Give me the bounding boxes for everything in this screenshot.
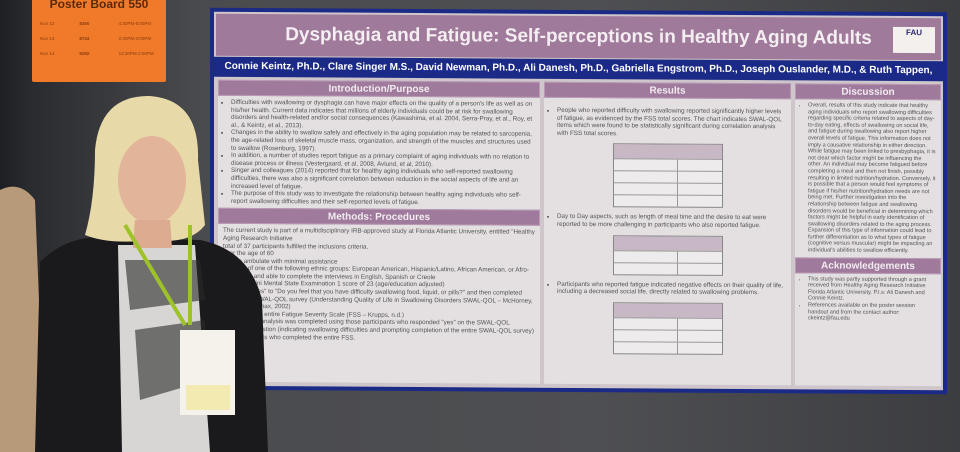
sign-cell: Nov 12 bbox=[40, 21, 55, 26]
lanyard bbox=[123, 223, 192, 327]
sign-row: Nov 14 9282 12:30PM-2:00PM bbox=[32, 51, 166, 56]
face bbox=[118, 136, 186, 224]
background-person bbox=[0, 186, 45, 452]
sign-cell: 4:30PM-6:00PM bbox=[118, 21, 152, 26]
sign-cell: Nov 13 bbox=[40, 36, 55, 41]
sign-row: Nov 13 8744 2:30PM-4:00PM bbox=[32, 36, 166, 41]
sign-cell: 8744 bbox=[79, 36, 90, 41]
sign-cell: 2:30PM-4:00PM bbox=[118, 36, 152, 41]
sign-title: Poster Board 550 bbox=[49, 0, 149, 11]
sign-cell: 12:30PM-2:00PM bbox=[118, 51, 154, 56]
sign-cell: 8260 bbox=[79, 21, 90, 26]
sign-cell: Nov 14 bbox=[40, 51, 55, 56]
poster-board-sign: Poster Board 550 Nov 12 8260 4:30PM-6:00PM… bbox=[32, 0, 166, 82]
sign-cell: 9282 bbox=[79, 51, 90, 56]
sign-row: Nov 12 8260 4:30PM-6:00PM bbox=[32, 21, 166, 26]
